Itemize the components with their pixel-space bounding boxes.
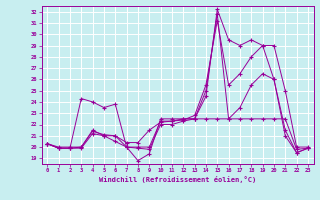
X-axis label: Windchill (Refroidissement éolien,°C): Windchill (Refroidissement éolien,°C) — [99, 176, 256, 183]
